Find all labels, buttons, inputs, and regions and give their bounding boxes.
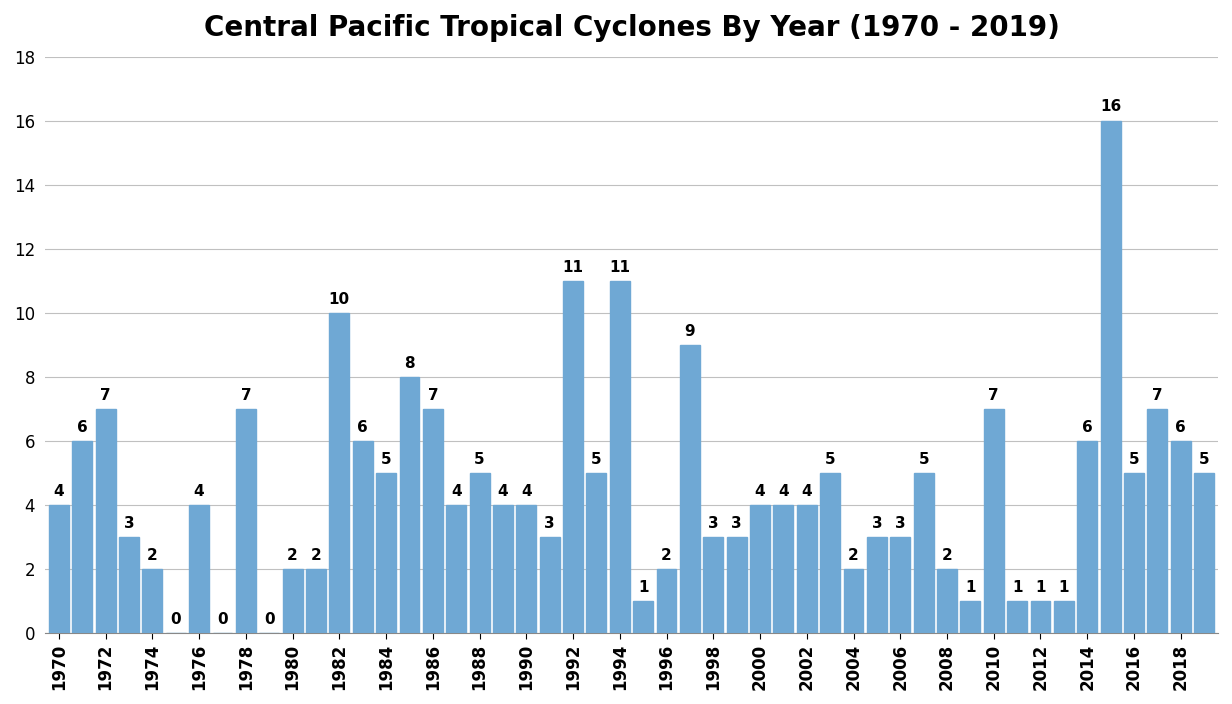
Text: 3: 3 bbox=[545, 516, 554, 531]
Text: 2: 2 bbox=[310, 548, 322, 562]
Bar bbox=[586, 473, 606, 634]
Bar bbox=[1008, 601, 1027, 634]
Bar bbox=[1170, 441, 1190, 634]
Bar bbox=[797, 505, 817, 634]
Bar bbox=[563, 281, 583, 634]
Text: 11: 11 bbox=[563, 260, 584, 275]
Bar bbox=[774, 505, 793, 634]
Text: 3: 3 bbox=[123, 516, 134, 531]
Text: 7: 7 bbox=[428, 388, 439, 403]
Text: 10: 10 bbox=[329, 291, 350, 306]
Text: 7: 7 bbox=[1152, 388, 1163, 403]
Bar bbox=[352, 441, 372, 634]
Bar bbox=[446, 505, 466, 634]
Bar bbox=[1194, 473, 1214, 634]
Text: 4: 4 bbox=[521, 484, 532, 498]
Bar bbox=[938, 570, 957, 634]
Bar bbox=[984, 409, 1004, 634]
Bar bbox=[867, 537, 887, 634]
Text: 6: 6 bbox=[1175, 420, 1186, 434]
Text: 3: 3 bbox=[894, 516, 906, 531]
Text: 0: 0 bbox=[170, 612, 181, 627]
Bar bbox=[727, 537, 747, 634]
Bar bbox=[190, 505, 209, 634]
Bar bbox=[844, 570, 864, 634]
Bar bbox=[143, 570, 163, 634]
Bar bbox=[469, 473, 489, 634]
Text: 3: 3 bbox=[732, 516, 742, 531]
Text: 6: 6 bbox=[76, 420, 87, 434]
Bar bbox=[493, 505, 513, 634]
Bar bbox=[399, 377, 419, 634]
Title: Central Pacific Tropical Cyclones By Year (1970 - 2019): Central Pacific Tropical Cyclones By Yea… bbox=[203, 14, 1060, 42]
Text: 1: 1 bbox=[1058, 580, 1069, 595]
Bar bbox=[73, 441, 92, 634]
Text: 5: 5 bbox=[825, 452, 835, 467]
Text: 6: 6 bbox=[1082, 420, 1093, 434]
Bar bbox=[306, 570, 326, 634]
Text: 8: 8 bbox=[404, 356, 415, 370]
Bar bbox=[750, 505, 770, 634]
Text: 11: 11 bbox=[610, 260, 631, 275]
Text: 5: 5 bbox=[474, 452, 485, 467]
Text: 2: 2 bbox=[848, 548, 859, 562]
Bar bbox=[540, 537, 559, 634]
Bar bbox=[49, 505, 69, 634]
Bar bbox=[1030, 601, 1051, 634]
Text: 5: 5 bbox=[918, 452, 929, 467]
Text: 1: 1 bbox=[1035, 580, 1046, 595]
Text: 4: 4 bbox=[498, 484, 509, 498]
Bar bbox=[633, 601, 653, 634]
Bar bbox=[329, 313, 350, 634]
Text: 6: 6 bbox=[357, 420, 368, 434]
Bar bbox=[914, 473, 934, 634]
Bar bbox=[120, 537, 139, 634]
Bar bbox=[680, 345, 700, 634]
Text: 1: 1 bbox=[965, 580, 976, 595]
Bar bbox=[1124, 473, 1143, 634]
Bar bbox=[1100, 121, 1121, 634]
Text: 4: 4 bbox=[802, 484, 812, 498]
Bar bbox=[1053, 601, 1074, 634]
Text: 4: 4 bbox=[451, 484, 462, 498]
Text: 4: 4 bbox=[193, 484, 205, 498]
Bar bbox=[703, 537, 723, 634]
Bar bbox=[516, 505, 536, 634]
Text: 7: 7 bbox=[100, 388, 111, 403]
Text: 1: 1 bbox=[1011, 580, 1023, 595]
Bar bbox=[657, 570, 676, 634]
Text: 5: 5 bbox=[1199, 452, 1210, 467]
Bar bbox=[282, 570, 303, 634]
Bar bbox=[96, 409, 116, 634]
Bar bbox=[376, 473, 395, 634]
Text: 4: 4 bbox=[53, 484, 64, 498]
Bar bbox=[821, 473, 840, 634]
Text: 0: 0 bbox=[217, 612, 228, 627]
Text: 5: 5 bbox=[1129, 452, 1140, 467]
Text: 7: 7 bbox=[988, 388, 999, 403]
Bar bbox=[235, 409, 256, 634]
Bar bbox=[891, 537, 910, 634]
Bar bbox=[1077, 441, 1098, 634]
Text: 5: 5 bbox=[381, 452, 392, 467]
Bar bbox=[423, 409, 442, 634]
Text: 4: 4 bbox=[755, 484, 765, 498]
Text: 3: 3 bbox=[871, 516, 882, 531]
Text: 1: 1 bbox=[638, 580, 648, 595]
Text: 5: 5 bbox=[591, 452, 601, 467]
Bar bbox=[610, 281, 630, 634]
Text: 3: 3 bbox=[708, 516, 718, 531]
Text: 2: 2 bbox=[147, 548, 158, 562]
Bar bbox=[961, 601, 981, 634]
Text: 9: 9 bbox=[685, 324, 695, 339]
Text: 4: 4 bbox=[779, 484, 788, 498]
Text: 0: 0 bbox=[264, 612, 275, 627]
Bar bbox=[1147, 409, 1167, 634]
Text: 2: 2 bbox=[941, 548, 952, 562]
Text: 2: 2 bbox=[662, 548, 671, 562]
Text: 7: 7 bbox=[240, 388, 251, 403]
Text: 16: 16 bbox=[1100, 99, 1121, 114]
Text: 2: 2 bbox=[287, 548, 298, 562]
